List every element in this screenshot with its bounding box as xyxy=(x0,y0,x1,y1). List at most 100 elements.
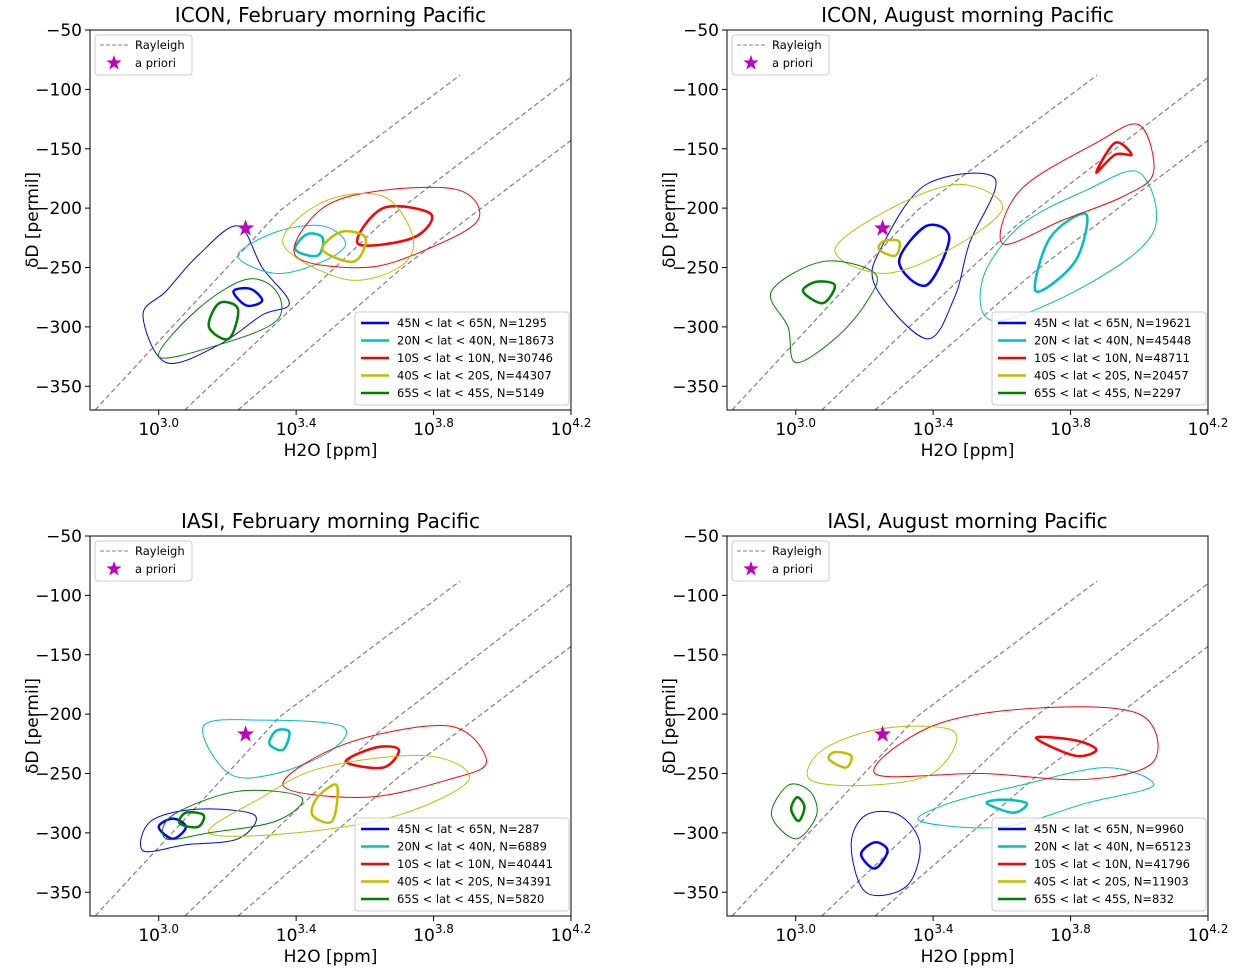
y-tick-label: −250 xyxy=(35,765,82,785)
tick-exponent: 3.0 xyxy=(160,416,179,430)
y-axis-label: δD [permil] xyxy=(23,172,43,268)
tick-base: 10 xyxy=(413,926,435,946)
y-tick-label: −100 xyxy=(672,80,719,100)
x-axis-label: H2O [ppm] xyxy=(921,441,1015,461)
contour xyxy=(237,224,347,274)
axes-frame xyxy=(89,29,572,411)
x-tick-label: 104.2 xyxy=(1188,922,1229,946)
panel-title: IASI, February morning Pacific xyxy=(181,509,480,533)
tick-exponent: 3.4 xyxy=(297,922,316,936)
contour xyxy=(321,230,368,264)
tick-exponent: 4.2 xyxy=(1209,416,1228,430)
legend-label: 20N < lat < 40N, N=6889 xyxy=(397,840,547,854)
contour xyxy=(282,725,488,798)
legend-label: 10S < lat < 10N, N=41796 xyxy=(1034,857,1190,871)
y-tick-label: −100 xyxy=(35,80,82,100)
tick-base: 10 xyxy=(276,420,298,440)
tick-exponent: 3.8 xyxy=(435,416,454,430)
tick-exponent: 3.8 xyxy=(1072,416,1091,430)
contour xyxy=(827,750,853,769)
contour xyxy=(769,260,878,364)
y-axis-label: δD [permil] xyxy=(23,678,43,774)
legend-label: Rayleigh xyxy=(772,38,822,52)
legend-label: Rayleigh xyxy=(135,544,185,558)
legend-star xyxy=(106,55,122,70)
x-tick-label: 103.0 xyxy=(775,922,816,946)
plot-area xyxy=(731,580,1208,916)
y-tick-label: −300 xyxy=(672,824,719,844)
legend-label: a priori xyxy=(135,562,176,576)
y-tick-label: −50 xyxy=(683,21,719,41)
contour xyxy=(806,725,958,787)
plot-area xyxy=(94,74,571,410)
contour xyxy=(282,192,415,281)
tick-exponent: 3.4 xyxy=(934,416,953,430)
tick-exponent: 3.4 xyxy=(934,922,953,936)
tick-exponent: 3.0 xyxy=(797,922,816,936)
legend-label: 20N < lat < 40N, N=18673 xyxy=(397,334,554,348)
y-tick-label: −50 xyxy=(46,21,82,41)
tick-base: 10 xyxy=(775,420,797,440)
legend-label: 10S < lat < 10N, N=40441 xyxy=(397,857,553,871)
panel: ICON, February morning Pacific H2O [ppm] δ… xyxy=(23,3,591,461)
y-axis-label: δD [permil] xyxy=(660,678,680,774)
rayleigh-line xyxy=(821,77,1208,410)
x-tick-label: 103.4 xyxy=(276,416,317,440)
legend-box xyxy=(354,311,570,406)
x-tick-label: 104.2 xyxy=(551,922,592,946)
legend-label: 40S < lat < 20S, N=11903 xyxy=(1034,875,1189,889)
x-tick-label: 103.4 xyxy=(913,416,954,440)
x-tick-label: 103.8 xyxy=(1050,416,1091,440)
legend-label: Rayleigh xyxy=(135,38,185,52)
contour xyxy=(770,783,818,840)
contour xyxy=(355,205,434,247)
y-tick-label: −350 xyxy=(35,883,82,903)
contour xyxy=(140,808,257,853)
legend-label: 10S < lat < 10N, N=48711 xyxy=(1034,351,1190,365)
legend-label: 45N < lat < 65N, N=1295 xyxy=(397,316,547,330)
y-tick-label: −200 xyxy=(35,705,82,725)
y-tick-label: −50 xyxy=(683,527,719,547)
tick-exponent: 3.8 xyxy=(435,922,454,936)
contour xyxy=(293,232,325,258)
contour xyxy=(310,783,340,824)
tick-base: 10 xyxy=(913,420,935,440)
tick-base: 10 xyxy=(1050,420,1072,440)
legend-label: 65S < lat < 45S, N=2297 xyxy=(1034,386,1181,400)
legend-label: a priori xyxy=(772,562,813,576)
contour xyxy=(877,238,902,258)
contour xyxy=(801,280,837,305)
y-tick-label: −250 xyxy=(672,259,719,279)
contour xyxy=(142,225,290,364)
legend-label: 40S < lat < 20S, N=20457 xyxy=(1034,369,1189,383)
apriori-star xyxy=(237,725,255,742)
contour xyxy=(161,789,304,841)
rayleigh-line xyxy=(184,583,571,916)
contour xyxy=(859,841,889,870)
rayleigh-line xyxy=(731,580,1098,916)
legend-star xyxy=(106,561,122,576)
tick-base: 10 xyxy=(276,926,298,946)
axes-frame xyxy=(726,535,1209,917)
apriori-star xyxy=(874,219,892,236)
plot-area xyxy=(731,74,1208,410)
plot-area xyxy=(94,580,571,916)
tick-exponent: 3.4 xyxy=(297,416,316,430)
tick-base: 10 xyxy=(551,420,573,440)
y-tick-label: −200 xyxy=(35,199,82,219)
y-tick-label: −50 xyxy=(46,527,82,547)
legend-label: 40S < lat < 20S, N=44307 xyxy=(397,369,552,383)
contour xyxy=(834,183,1004,274)
y-tick-label: −250 xyxy=(35,259,82,279)
y-tick-label: −200 xyxy=(672,199,719,219)
contour xyxy=(158,278,283,359)
legend-label: a priori xyxy=(135,56,176,70)
x-tick-label: 103.0 xyxy=(775,416,816,440)
tick-exponent: 3.0 xyxy=(160,922,179,936)
tick-base: 10 xyxy=(138,926,160,946)
contour xyxy=(232,286,264,308)
tick-exponent: 3.8 xyxy=(1072,922,1091,936)
y-tick-label: −300 xyxy=(35,318,82,338)
contour xyxy=(1033,212,1089,293)
